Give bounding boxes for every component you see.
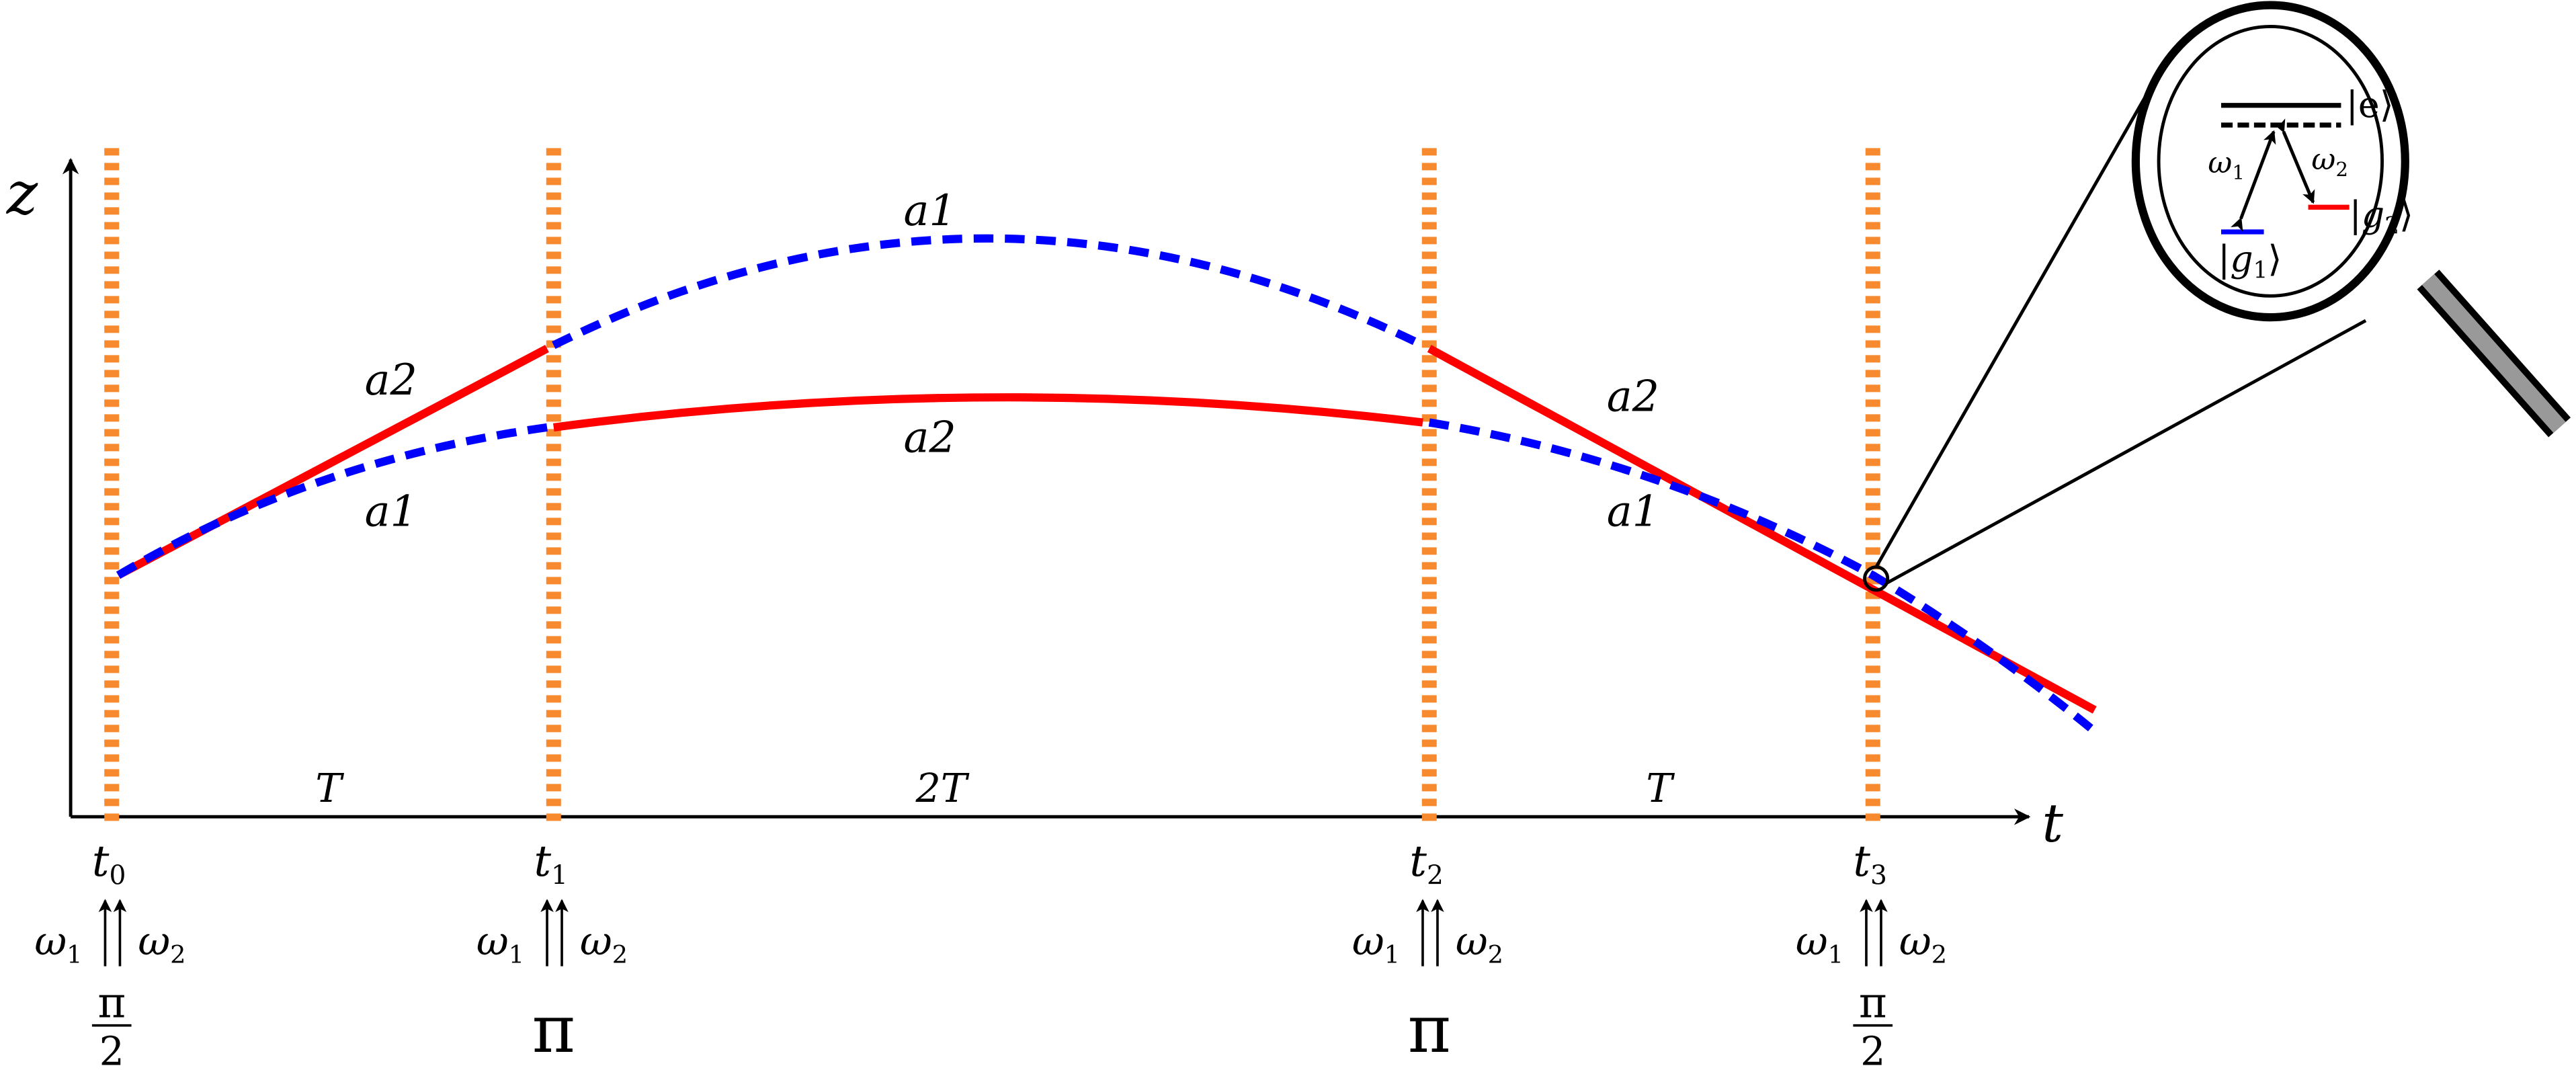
pulse-time-label: t0 — [92, 836, 126, 891]
pulse-angle: π — [532, 991, 575, 1068]
blue-path-upper-middle — [552, 234, 1425, 349]
omega2-label: ω2 — [1899, 919, 1947, 969]
omega2-inset: ω2 — [2311, 142, 2348, 181]
label-lower-middle: a2 — [903, 413, 956, 462]
pulse-angle-numerator: π — [1859, 977, 1887, 1027]
omega1-label: ω1 — [1352, 919, 1400, 969]
g2-state-label: |g2⟩ — [2350, 194, 2413, 240]
omega1-label: ω1 — [1796, 919, 1843, 969]
label-upper-left: a2 — [365, 355, 417, 405]
label-upper-right: a2 — [1607, 371, 1659, 421]
pulse-time-label: t2 — [1409, 836, 1443, 891]
excited-state-label: |e⟩ — [2346, 83, 2394, 126]
omega1-inset: ω1 — [2208, 146, 2245, 184]
omega1-label: ω1 — [476, 919, 524, 969]
laser-pulses — [104, 148, 1880, 827]
pulse-angle-denominator: 2 — [1860, 1028, 1885, 1070]
omega2-label: ω2 — [1456, 919, 1503, 969]
pulse-angle: π — [1408, 991, 1451, 1068]
interval-3: T — [1646, 766, 1675, 811]
omega1-label: ω1 — [34, 919, 82, 969]
red-path-upper-right — [1427, 345, 2097, 714]
blue-path-lower-right — [1428, 418, 2097, 735]
z-axis-label: z — [6, 159, 38, 228]
t-axis-label: t — [2042, 793, 2064, 854]
omega2-label: ω2 — [138, 919, 185, 969]
pulse-time-label: t1 — [534, 836, 567, 891]
label-upper-middle: a1 — [903, 186, 956, 235]
interval-1: T — [315, 766, 344, 811]
pulse-angle-numerator: π — [97, 977, 126, 1027]
interval-2: 2T — [915, 766, 969, 811]
pulse-time-label: t3 — [1853, 836, 1886, 891]
omega2-label: ω2 — [580, 919, 628, 969]
pulse-angle-denominator: 2 — [99, 1028, 124, 1070]
blue-path-lower-left — [116, 423, 548, 579]
g1-state-label: |g1⟩ — [2218, 238, 2282, 284]
label-lower-right: a1 — [1607, 487, 1659, 536]
red-path-lower-middle — [552, 393, 1423, 431]
magnifier: |e⟩ ω1 ω2 |g1⟩ |g2⟩ — [1863, 1, 2571, 592]
label-lower-left: a1 — [365, 487, 417, 536]
